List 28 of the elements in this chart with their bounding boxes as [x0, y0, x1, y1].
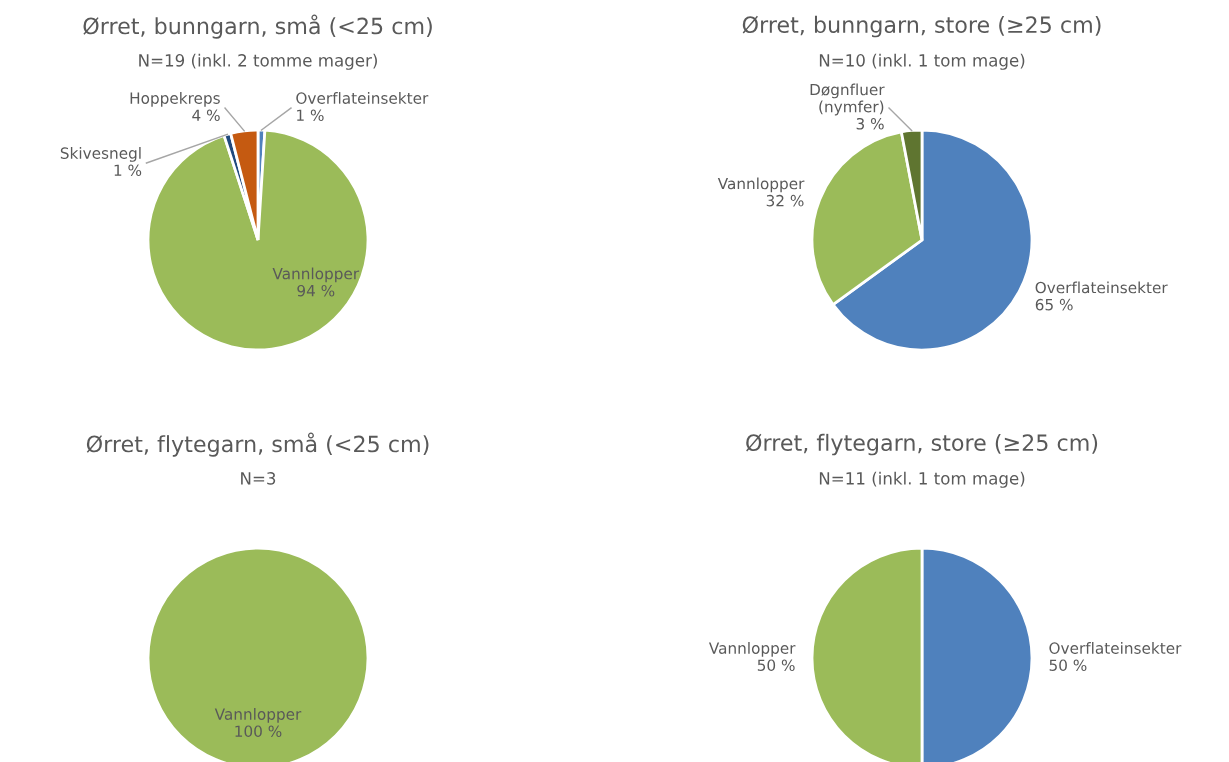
- chart-subtitle: N=11 (inkl. 1 tom mage): [819, 471, 1025, 488]
- data-label: 50 %: [757, 659, 795, 671]
- data-label: 100 %: [235, 725, 282, 737]
- chart-subtitle: N=19 (inkl. 2 tomme mager): [139, 53, 377, 70]
- slice-label: Skivesnegl: [60, 147, 141, 162]
- data-label: 3 %: [856, 117, 884, 130]
- data-label: 65 %: [1035, 298, 1073, 311]
- data-label: 32 %: [766, 194, 804, 207]
- data-label: 94 %: [297, 284, 335, 297]
- slice-label: Overflateinsekter: [296, 92, 429, 104]
- chart-subtitle: N=3: [241, 472, 276, 485]
- chart-subtitle: N=10 (inkl. 1 tom mage): [819, 53, 1025, 70]
- data-label: 1 %: [114, 164, 142, 176]
- slice-label: Overflateinsekter: [1049, 642, 1182, 654]
- chart-title: Ørret, bunngarn, store (≥25 cm): [742, 15, 1101, 38]
- chart-title: Ørret, flytegarn, små (<25 cm): [86, 432, 429, 457]
- data-label: 50 %: [1049, 659, 1087, 671]
- slice-label: Vannlopper: [272, 267, 360, 283]
- slice-label: Vannlopper: [717, 177, 805, 193]
- slice-label: Døgnfluer (nymfer): [810, 83, 885, 116]
- slice-label: Hoppekreps: [130, 92, 220, 107]
- chart-title: Ørret, flytegarn, store (≥25 cm): [746, 433, 1098, 456]
- chart-title: Ørret, bunngarn, små (<25 cm): [83, 14, 432, 39]
- data-label: 4 %: [192, 109, 220, 121]
- slice-label: Vannlopper: [708, 642, 796, 657]
- data-label: 1 %: [297, 109, 324, 121]
- slice-label: Vannlopper: [214, 708, 302, 723]
- slice-label: Overflateinsekter: [1035, 281, 1168, 294]
